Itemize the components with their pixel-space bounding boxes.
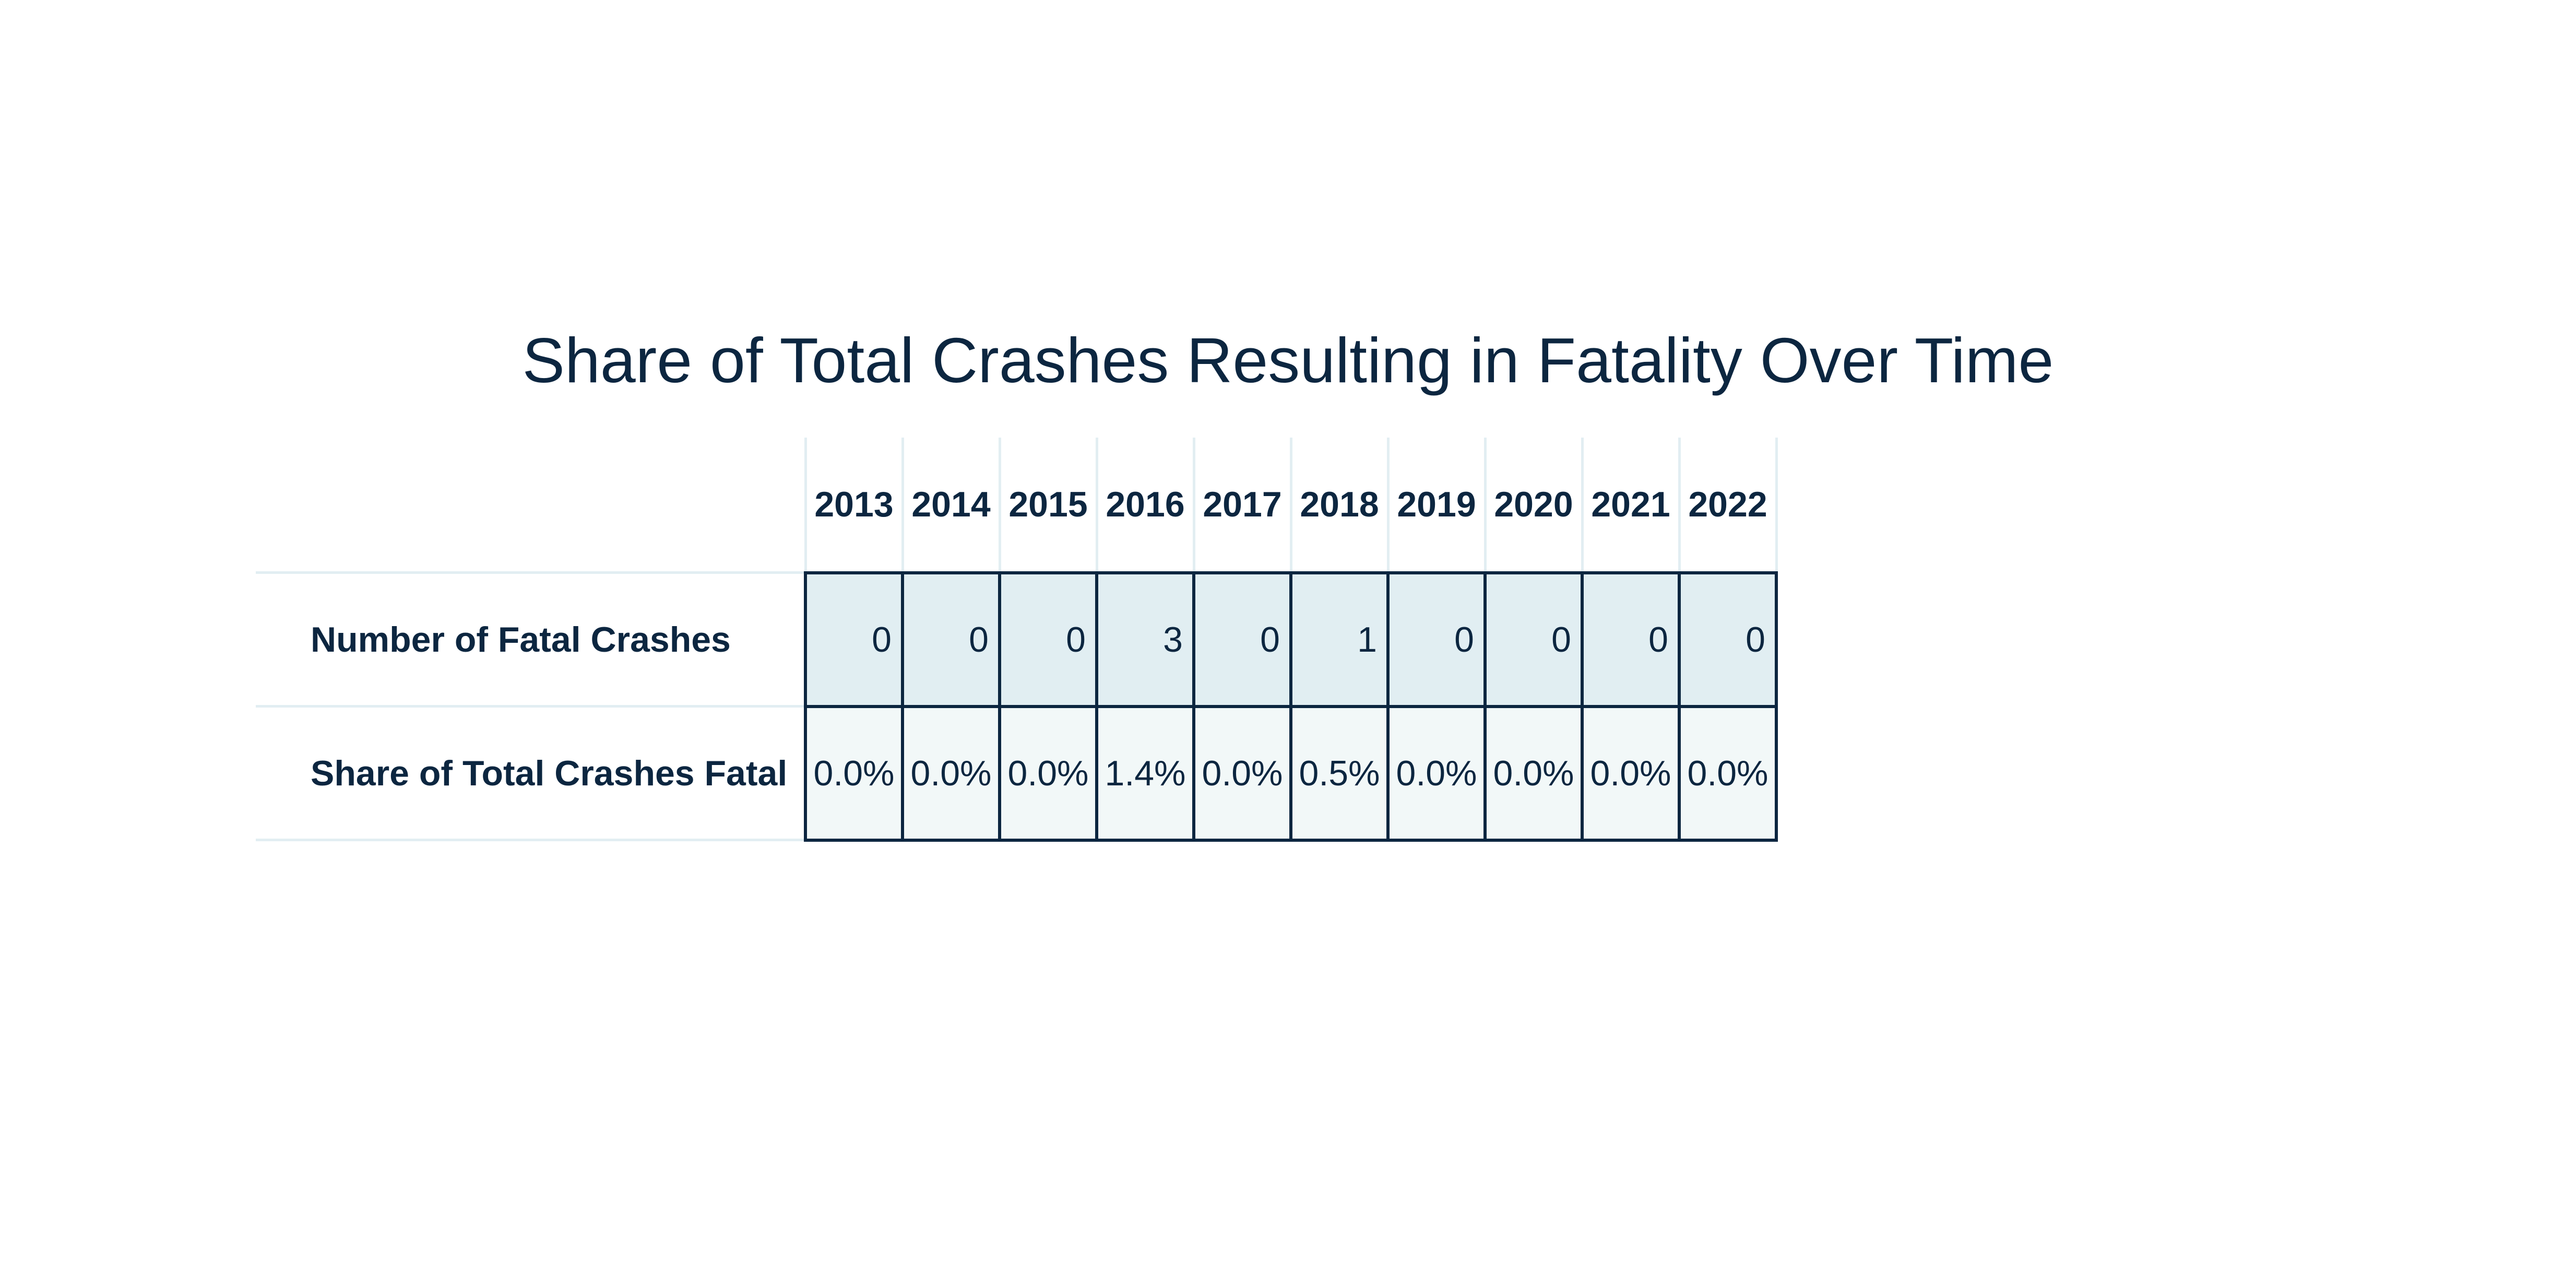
table-cell: 0.5% [1289, 704, 1390, 842]
table-cell: 0 [998, 571, 1098, 708]
table-cell: 1 [1289, 571, 1390, 708]
table-cell: 0 [1483, 571, 1584, 708]
column-header: 2015 [998, 438, 1098, 573]
table-cell: 0 [1192, 571, 1292, 708]
table-cell: 0 [901, 571, 1001, 708]
data-table-container: 2013 2014 2015 2016 2017 2018 2019 2020 … [256, 438, 1778, 842]
column-header: 2018 [1289, 438, 1390, 573]
column-header: 2016 [1095, 438, 1195, 573]
table-cell: 0.0% [1386, 704, 1487, 842]
chart-title: Share of Total Crashes Resulting in Fata… [522, 325, 2054, 396]
table-cell: 0 [804, 571, 904, 708]
data-table: 2013 2014 2015 2016 2017 2018 2019 2020 … [256, 438, 1778, 842]
table-cell: 0.0% [1678, 704, 1778, 842]
table-cell: 0.0% [998, 704, 1098, 842]
table-cell: 0 [1678, 571, 1778, 708]
column-header: 2017 [1192, 438, 1292, 573]
table-row-fatal-crashes: Number of Fatal Crashes 0 0 0 3 0 1 0 0 … [256, 571, 1778, 708]
header-row: 2013 2014 2015 2016 2017 2018 2019 2020 … [256, 438, 1778, 573]
column-header: 2014 [901, 438, 1001, 573]
table-row-share-fatal: Share of Total Crashes Fatal 0.0% 0.0% 0… [256, 704, 1778, 842]
table-cell: 0.0% [1483, 704, 1584, 842]
table-cell: 1.4% [1095, 704, 1195, 842]
row-label: Share of Total Crashes Fatal [256, 705, 805, 841]
column-header: 2022 [1678, 438, 1778, 573]
column-header: 2013 [804, 438, 904, 573]
table-cell: 0.0% [1581, 704, 1681, 842]
table-cell: 0.0% [804, 704, 904, 842]
table-cell: 0.0% [901, 704, 1001, 842]
column-header: 2021 [1581, 438, 1681, 573]
column-header: 2020 [1483, 438, 1584, 573]
table-cell: 0 [1581, 571, 1681, 708]
table-cell: 3 [1095, 571, 1195, 708]
row-label: Number of Fatal Crashes [256, 571, 805, 708]
column-header: 2019 [1386, 438, 1487, 573]
table-cell: 0.0% [1192, 704, 1292, 842]
header-corner [256, 438, 805, 573]
table-cell: 0 [1386, 571, 1487, 708]
